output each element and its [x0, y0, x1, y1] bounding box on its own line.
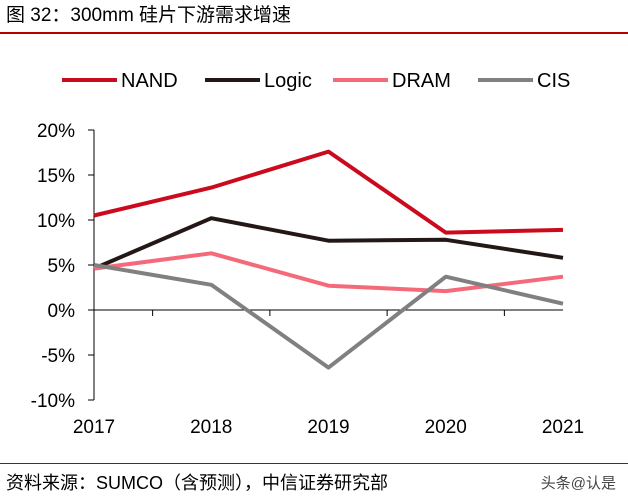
y-tick-label: 20%	[37, 121, 75, 142]
x-tick-label: 2017	[73, 417, 115, 438]
x-tick-label: 2018	[190, 417, 232, 438]
y-tick-label: 5%	[48, 256, 76, 277]
x-tick-label: 2019	[307, 417, 349, 438]
axes: -10% -5% 0% 5% 10% 15% 20% 2017 2018 2019 2020 2021	[31, 121, 585, 438]
y-tick-label: 0%	[48, 301, 76, 322]
series-line-nand	[93, 149, 564, 235]
x-tick-label: 2020	[425, 417, 467, 438]
series-lines	[93, 149, 564, 370]
watermark-text: 头条@认是	[540, 475, 616, 492]
source-divider	[0, 463, 628, 464]
legend-label-dram: DRAM	[392, 70, 451, 92]
x-tick-label: 2021	[542, 417, 584, 438]
legend-label-nand: NAND	[121, 70, 178, 92]
legend-label-logic: Logic	[264, 70, 312, 92]
series-line-logic	[93, 216, 564, 271]
legend-label-cis: CIS	[537, 70, 570, 92]
series-line-cis	[93, 263, 564, 370]
y-tick-label: 15%	[37, 166, 75, 187]
legend: NAND Logic DRAM CIS	[62, 70, 570, 92]
series-line-dram	[93, 251, 564, 294]
line-chart: NAND Logic DRAM CIS -10% -5% 0% 5% 10% 15% 20% 201…	[31, 70, 585, 438]
title-divider	[0, 32, 628, 34]
figure-title: 图 32：300mm 硅片下游需求增速	[6, 5, 292, 26]
y-tick-label: -10%	[31, 391, 75, 412]
source-note: 资料来源：SUMCO（含预测），中信证券研究部	[6, 473, 388, 493]
y-tick-label: 10%	[37, 211, 75, 232]
y-tick-label: -5%	[41, 346, 75, 367]
